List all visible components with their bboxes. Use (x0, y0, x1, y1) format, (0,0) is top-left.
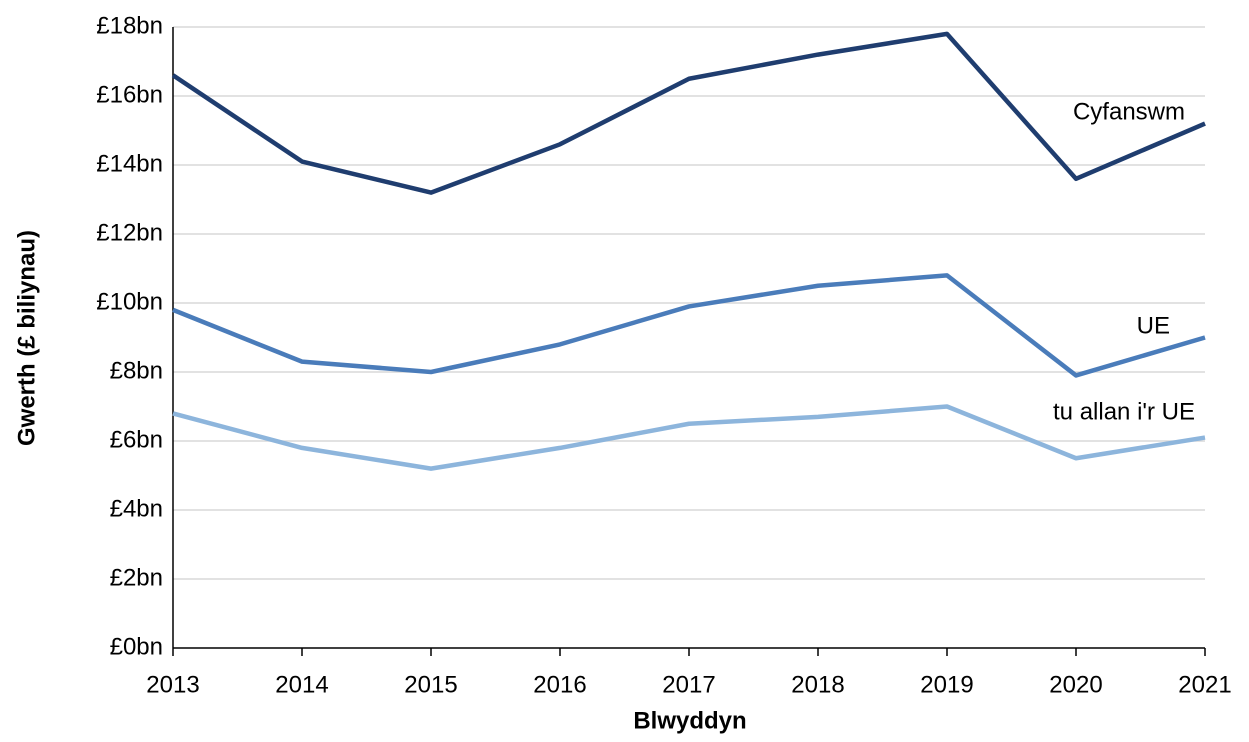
series-line (172, 273, 1206, 378)
y-tick-label: £2bn (110, 564, 163, 591)
y-tick-label: £12bn (96, 219, 163, 246)
x-tick-label: 2018 (791, 671, 844, 698)
x-tick-label: 2014 (275, 671, 328, 698)
y-axis-title: Gwerth (£ biliynau) (13, 230, 40, 446)
series-label: UE (1137, 312, 1170, 339)
series-line (172, 404, 1206, 471)
series-label: tu allan i'r UE (1053, 398, 1195, 425)
y-tick-label: £16bn (96, 81, 163, 108)
y-tick-label: £6bn (110, 426, 163, 453)
x-tick-label: 2016 (533, 671, 586, 698)
y-tick-label: £4bn (110, 495, 163, 522)
y-tick-label: £10bn (96, 288, 163, 315)
series-line (171, 31, 1206, 195)
x-tick-label: 2013 (146, 671, 199, 698)
x-tick-label: 2021 (1178, 671, 1231, 698)
y-tick-label: £18bn (96, 12, 163, 39)
series-label: Cyfanswm (1073, 98, 1185, 125)
y-tick-label: £8bn (110, 357, 163, 384)
x-tick-label: 2015 (404, 671, 457, 698)
y-tick-label: £0bn (110, 633, 163, 660)
x-axis-title: Blwyddyn (633, 707, 746, 734)
x-tick-label: 2019 (920, 671, 973, 698)
x-tick-label: 2017 (662, 671, 715, 698)
y-tick-label: £14bn (96, 150, 163, 177)
x-tick-label: 2020 (1049, 671, 1102, 698)
